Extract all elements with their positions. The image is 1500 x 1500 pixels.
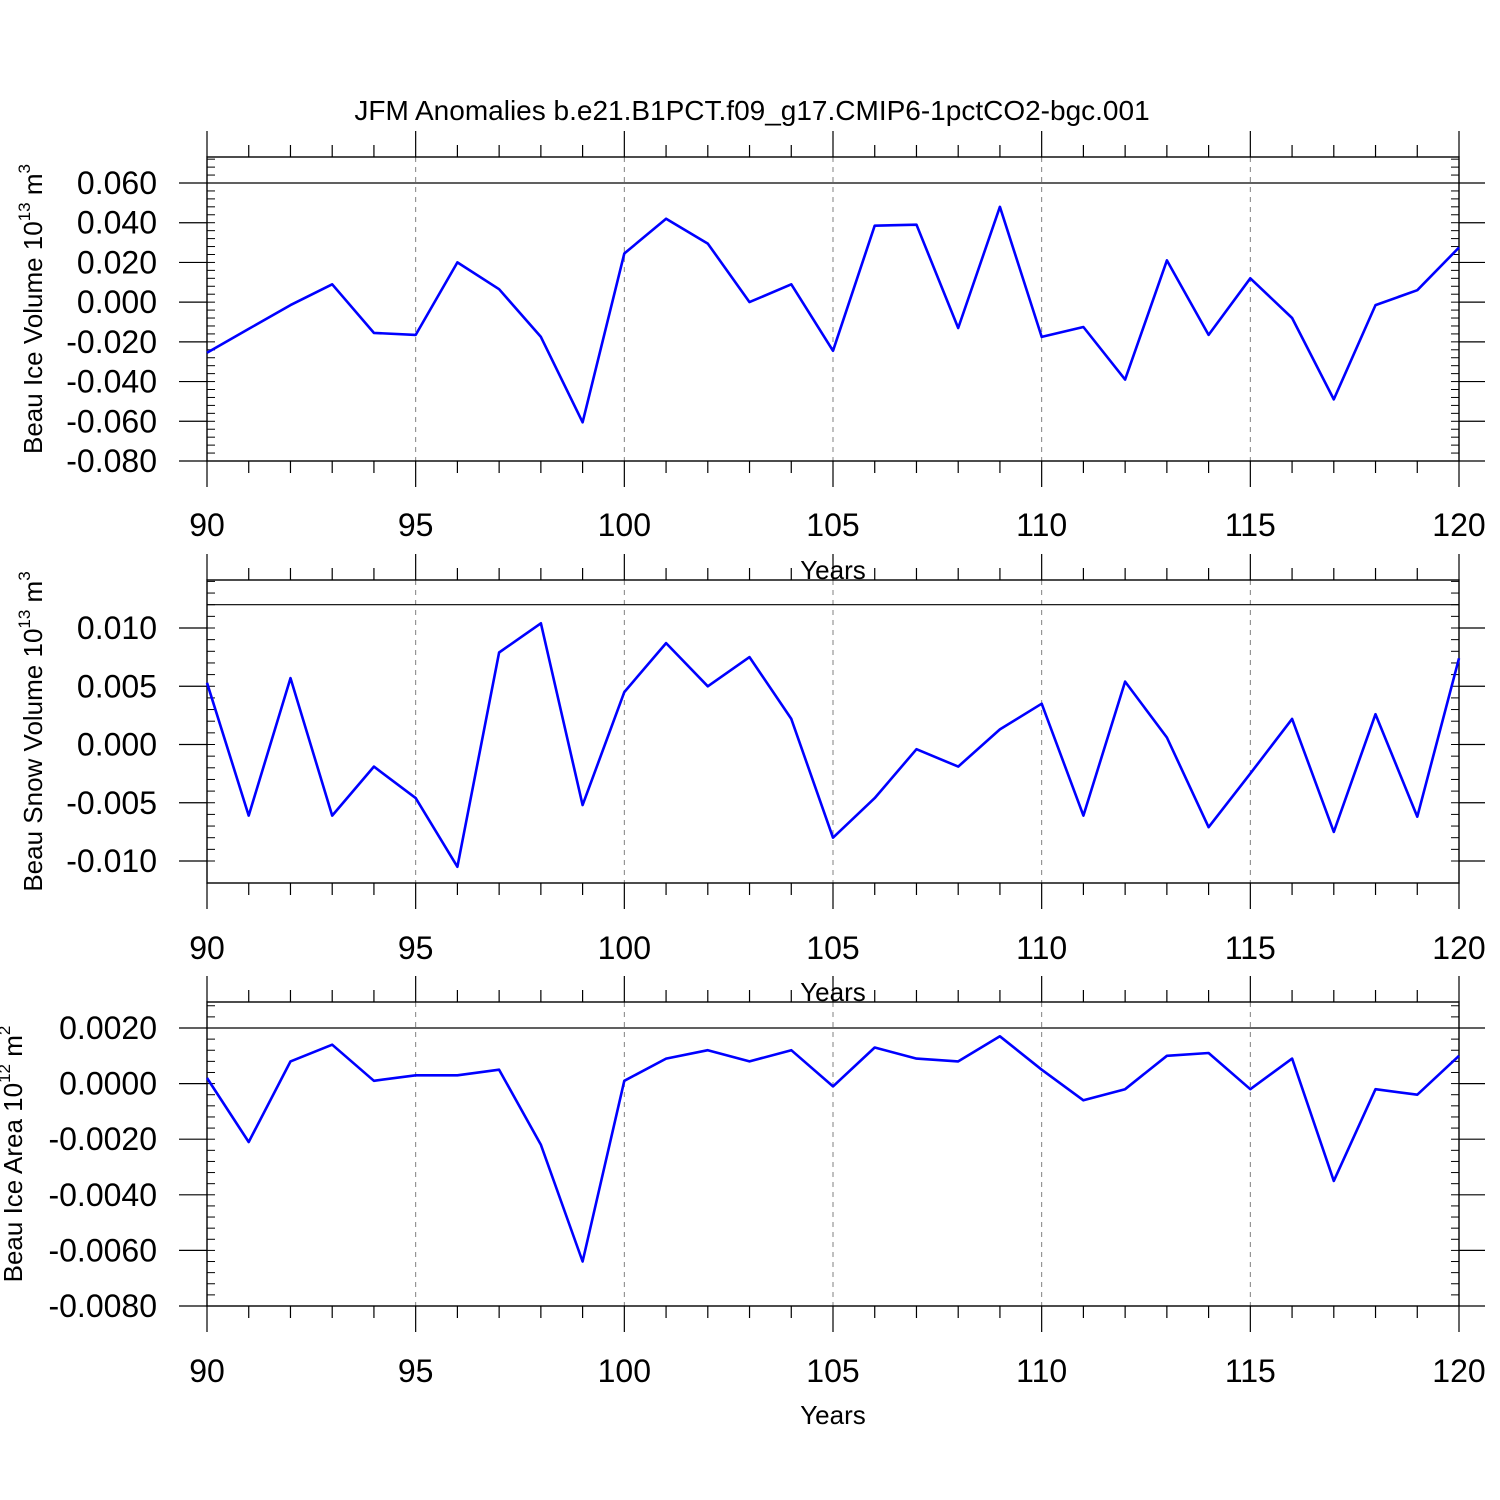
y-axis-label-unit-exponent: 2 <box>0 1026 14 1035</box>
x-tick-label: 100 <box>598 507 651 543</box>
y-axis-label: Beau Ice Volume 1013 m3 <box>15 164 48 454</box>
y-axis-label-base: Beau Ice Volume 10 <box>18 221 48 454</box>
figure-title: JFM Anomalies b.e21.B1PCT.f09_g17.CMIP6-… <box>354 95 1149 126</box>
y-tick-label: 0.005 <box>77 668 157 704</box>
x-tick-label: 115 <box>1225 930 1276 966</box>
x-tick-label: 110 <box>1016 930 1067 966</box>
x-tick-label: 90 <box>189 507 225 543</box>
x-tick-label: 105 <box>806 1353 859 1389</box>
series-line-1 <box>206 205 1460 424</box>
y-tick-label: -0.0080 <box>48 1288 157 1324</box>
x-tick-label: 95 <box>398 1353 434 1389</box>
x-tick-label: 115 <box>1225 507 1276 543</box>
x-tick-label: 120 <box>1432 1353 1485 1389</box>
y-tick-label: -0.080 <box>66 443 157 479</box>
y-axis-label-exponent: 12 <box>0 1064 14 1083</box>
y-axis-label-exponent: 13 <box>15 202 34 221</box>
y-axis-label-exponent: 13 <box>15 610 34 629</box>
y-tick-label: 0.000 <box>77 727 157 763</box>
x-tick-label: 100 <box>598 1353 651 1389</box>
x-tick-label: 90 <box>189 930 225 966</box>
chart-panel-2: 90 95 100 105 110 115 120Years0.0100.0050.000-… <box>15 554 1486 1007</box>
series-line-2 <box>205 621 1461 869</box>
y-tick-label: -0.0040 <box>48 1177 157 1213</box>
x-tick-label: 110 <box>1016 1353 1067 1389</box>
y-tick-label: -0.020 <box>66 324 157 360</box>
x-tick-label: 120 <box>1432 930 1485 966</box>
y-tick-label: 0.040 <box>77 205 157 241</box>
y-tick-label: -0.0060 <box>48 1232 157 1268</box>
y-axis-label-unit-exponent: 3 <box>15 571 34 580</box>
x-tick-label: 115 <box>1225 1353 1276 1389</box>
x-tick-label: 90 <box>189 1353 225 1389</box>
x-axis-label: Years <box>800 1400 866 1430</box>
y-axis-label-unit: m <box>18 581 48 610</box>
y-axis-label-unit: m <box>18 173 48 202</box>
y-tick-label: 0.010 <box>77 610 157 646</box>
chart-panel-1: 90 95 100 105 110 115 120Years0.0600.0400.0200… <box>15 131 1486 585</box>
y-axis-label: Beau Snow Volume 1013 m3 <box>15 571 48 891</box>
x-tick-label: 105 <box>806 930 859 966</box>
y-axis-label-unit-exponent: 3 <box>15 164 34 173</box>
y-axis-label-unit: m <box>0 1035 28 1064</box>
y-tick-label: 0.0000 <box>59 1066 157 1102</box>
y-tick-label: 0.020 <box>77 244 157 280</box>
x-tick-label: 100 <box>598 930 651 966</box>
series-line-3 <box>205 1035 1460 1263</box>
x-tick-label: 120 <box>1432 507 1485 543</box>
y-tick-label: -0.0020 <box>48 1121 157 1157</box>
y-tick-label: 0.0020 <box>59 1010 157 1046</box>
y-tick-label: -0.005 <box>66 785 157 821</box>
y-axis-label-base: Beau Snow Volume 10 <box>18 629 48 892</box>
x-tick-label: 110 <box>1016 507 1067 543</box>
y-tick-label: 0.000 <box>77 284 157 320</box>
x-tick-label: 105 <box>806 507 859 543</box>
chart-panel-3: 90 95 100 105 110 115 120 Years 0.0020 0.0000 -0.0… <box>0 976 1486 1430</box>
y-tick-label: -0.040 <box>66 364 157 400</box>
y-tick-label: -0.010 <box>66 843 157 879</box>
x-tick-label: 95 <box>398 507 434 543</box>
x-tick-label: 95 <box>398 930 434 966</box>
y-tick-label: -0.060 <box>66 403 157 439</box>
y-tick-label: 0.060 <box>77 165 157 201</box>
y-axis-label-base: Beau Ice Area 10 <box>0 1083 28 1282</box>
y-axis-label: Beau Ice Area 1012 m2 <box>0 1026 28 1283</box>
